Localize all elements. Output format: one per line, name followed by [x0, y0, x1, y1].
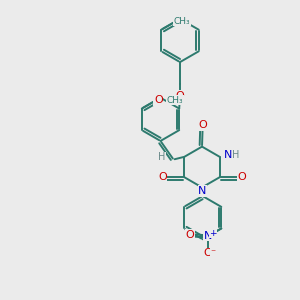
Text: CH₃: CH₃	[167, 96, 183, 105]
Text: N: N	[198, 186, 206, 196]
Text: CH₃: CH₃	[174, 17, 190, 26]
Text: H: H	[232, 150, 240, 160]
Text: O: O	[158, 172, 167, 182]
Text: O: O	[185, 230, 194, 239]
Text: O: O	[198, 120, 207, 130]
Text: O: O	[154, 95, 163, 105]
Text: ⁻: ⁻	[211, 248, 216, 258]
Text: O: O	[204, 248, 213, 258]
Text: N: N	[224, 150, 232, 160]
Text: H: H	[158, 152, 166, 162]
Text: N: N	[204, 231, 212, 241]
Text: +: +	[209, 229, 217, 238]
Text: O: O	[176, 91, 184, 100]
Text: O: O	[237, 172, 246, 182]
